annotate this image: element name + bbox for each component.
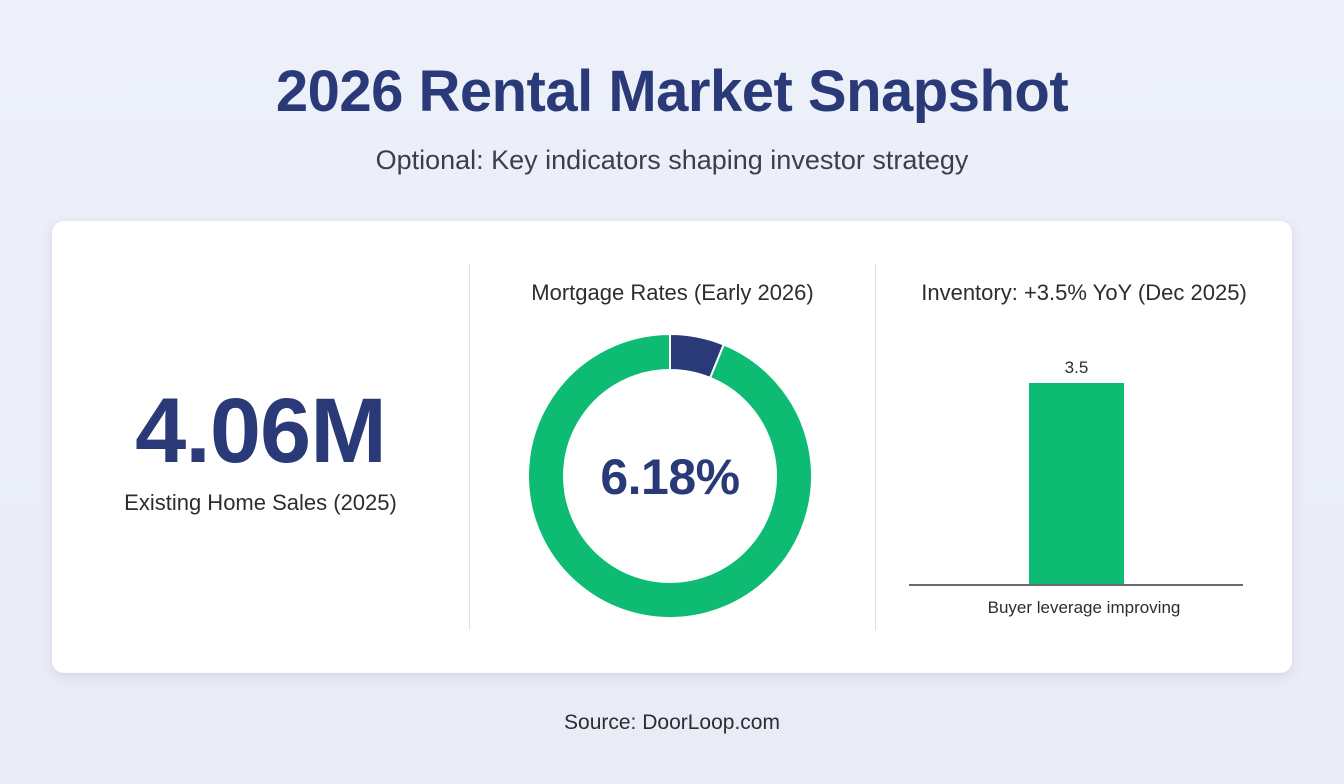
mortgage-rate-title: Mortgage Rates (Early 2026) bbox=[531, 280, 814, 305]
donut-graphic bbox=[527, 333, 813, 619]
source-credit: Source: DoorLoop.com bbox=[564, 711, 780, 734]
mortgage-rate-value: 6.18% bbox=[600, 449, 740, 505]
panel-divider bbox=[875, 264, 876, 630]
snapshot-card: 4.06M Existing Home Sales (2025) Mortgag… bbox=[52, 221, 1292, 673]
panel-divider bbox=[469, 264, 470, 630]
inventory-caption: Buyer leverage improving bbox=[987, 598, 1181, 617]
bar-value-label: 3.5 bbox=[1064, 357, 1089, 377]
mortgage-rate-panel: Mortgage Rates (Early 2026) 6.18% bbox=[470, 221, 875, 673]
page-subtitle: Optional: Key indicators shaping investo… bbox=[375, 145, 969, 175]
inventory-bar-chart: 3.5 Buyer leverage improving bbox=[876, 221, 1292, 673]
inventory-title: Inventory: +3.5% YoY (Dec 2025) bbox=[921, 280, 1247, 305]
x-axis-line bbox=[909, 584, 1243, 586]
donut-segment-remainder bbox=[527, 333, 813, 619]
mortgage-donut-chart: 6.18% bbox=[527, 333, 813, 619]
page-title: 2026 Rental Market Snapshot bbox=[275, 59, 1069, 124]
home-sales-value: 4.06M bbox=[135, 380, 387, 482]
home-sales-panel: 4.06M Existing Home Sales (2025) bbox=[52, 221, 469, 673]
inventory-bar bbox=[1029, 382, 1124, 584]
inventory-panel: Inventory: +3.5% YoY (Dec 2025) 3.5 Buye… bbox=[876, 221, 1292, 673]
home-sales-label: Existing Home Sales (2025) bbox=[124, 490, 397, 515]
